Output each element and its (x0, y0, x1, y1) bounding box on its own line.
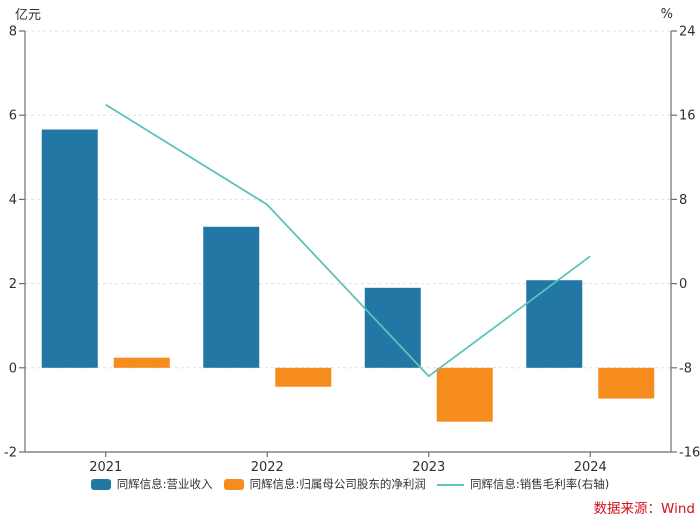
left-axis-unit-label: 亿元 (15, 8, 42, 23)
y2-axis-tick-label: -16 (679, 446, 700, 461)
bar-segment (41, 129, 98, 368)
y2-axis-tick-label: 24 (679, 25, 696, 40)
data-source-label: 数据来源：Wind (593, 501, 695, 517)
legend-line-swatch (436, 483, 464, 486)
y-axis-tick-label: 6 (9, 109, 17, 124)
legend-item: 同辉信息:归属母公司股东的净利润 (223, 477, 426, 491)
y2-axis-tick-label: -8 (679, 361, 692, 376)
legend-label: 同辉信息:归属母公司股东的净利润 (249, 477, 426, 491)
y-axis-tick-label: 4 (9, 193, 17, 208)
bar-segment (364, 287, 421, 368)
legend-bar-swatch (223, 479, 244, 491)
x-axis-tick-label: 2024 (574, 460, 607, 475)
y2-axis-tick-label: 16 (679, 109, 696, 124)
y-axis-tick-label: 0 (9, 361, 17, 376)
line-series (105, 103, 591, 378)
legend-item: 同辉信息:销售毛利率(右轴) (436, 477, 610, 491)
legend-label: 同辉信息:销售毛利率(右轴) (469, 477, 610, 491)
bar-segment (275, 367, 332, 387)
bar-segment (113, 357, 170, 368)
y-axis-tick-label: -2 (4, 446, 17, 461)
right-axis-unit-label: % (660, 7, 673, 22)
legend-item: 同辉信息:营业收入 (90, 477, 213, 491)
bar-segment (436, 367, 493, 422)
y2-axis-tick-label: 0 (679, 277, 687, 292)
x-axis-tick-label: 2023 (412, 460, 445, 475)
bar-segment (526, 280, 583, 368)
y-axis-tick-label: 2 (9, 277, 17, 292)
bar-segment (203, 226, 260, 368)
y-axis-tick-label: 8 (9, 25, 17, 40)
legend-bar-swatch (90, 479, 111, 491)
legend-label: 同辉信息:营业收入 (116, 477, 213, 491)
bar-segment (598, 367, 655, 399)
x-axis-tick-label: 2021 (89, 460, 122, 475)
y2-axis-tick-label: 8 (679, 193, 687, 208)
legend: 同辉信息:营业收入 同辉信息:归属母公司股东的净利润 同辉信息:销售毛利率(右轴) (0, 477, 700, 491)
x-axis-tick-label: 2022 (251, 460, 284, 475)
